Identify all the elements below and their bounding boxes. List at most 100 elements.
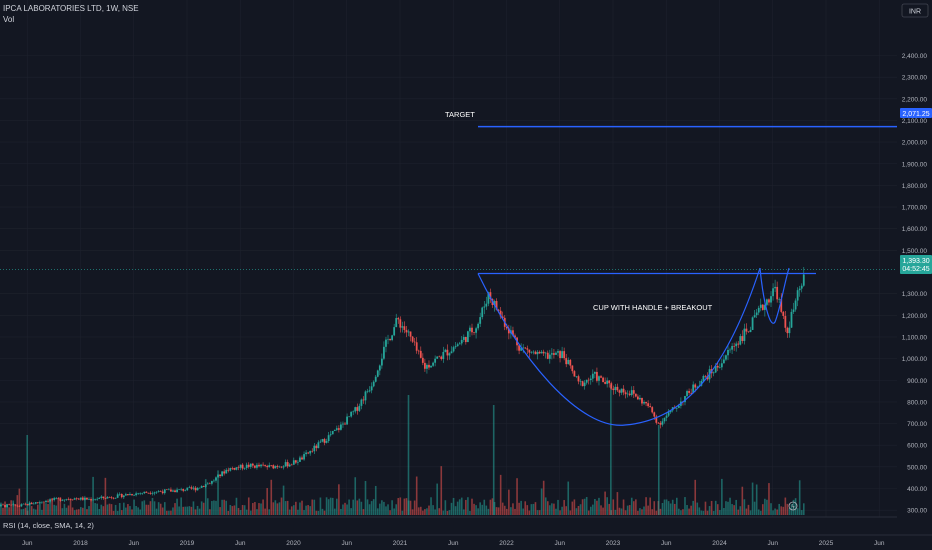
volume-bar bbox=[184, 506, 187, 515]
volume-bar bbox=[757, 509, 760, 515]
candle-body bbox=[712, 372, 715, 374]
candle-body bbox=[311, 450, 314, 452]
volume-bar bbox=[698, 507, 701, 515]
candle-body bbox=[440, 356, 443, 360]
candle-body bbox=[444, 349, 447, 352]
candle-body bbox=[151, 493, 154, 494]
symbol-title[interactable]: IPCA LABORATORIES LTD, 1W, NSE bbox=[3, 4, 139, 13]
currency-button[interactable] bbox=[901, 3, 929, 18]
candle-body bbox=[677, 405, 680, 408]
volume-bar bbox=[573, 499, 576, 515]
volume-bar bbox=[116, 510, 119, 515]
candle-body bbox=[327, 435, 330, 441]
volume-bar bbox=[202, 502, 205, 515]
volume-bar bbox=[170, 510, 172, 515]
candle-body bbox=[419, 350, 422, 358]
candle-body bbox=[172, 490, 174, 492]
candle-body bbox=[223, 471, 226, 474]
volume-bar bbox=[24, 507, 27, 515]
volume-bar bbox=[608, 503, 611, 515]
volume-bar bbox=[620, 508, 623, 515]
candle-body bbox=[307, 452, 310, 454]
candle-body bbox=[774, 286, 777, 289]
volume-bar bbox=[92, 476, 94, 515]
volume-bar bbox=[458, 499, 461, 515]
volume-bar bbox=[800, 510, 803, 515]
volume-bar bbox=[84, 497, 86, 515]
volume-bar bbox=[743, 499, 746, 515]
candle-body bbox=[182, 488, 185, 491]
volume-bar bbox=[151, 497, 154, 515]
volume-bar bbox=[86, 509, 88, 515]
candle-body bbox=[505, 326, 508, 329]
volume-bar bbox=[198, 508, 201, 515]
volume-bar bbox=[419, 506, 422, 515]
candle-body bbox=[247, 464, 250, 467]
candle-body bbox=[28, 502, 31, 506]
volume-bar bbox=[67, 505, 70, 515]
candle-body bbox=[174, 490, 176, 493]
candle-body bbox=[366, 391, 369, 392]
candle-body bbox=[800, 285, 803, 289]
candle-body bbox=[231, 468, 234, 469]
volume-bar bbox=[506, 508, 508, 515]
candle-body bbox=[24, 503, 27, 505]
flash-icon[interactable] bbox=[788, 501, 798, 511]
price-tick: 2,400.00 bbox=[902, 53, 928, 60]
candle-body bbox=[225, 469, 228, 474]
countdown-text: 04:52:45 bbox=[902, 266, 929, 273]
volume-bar bbox=[387, 504, 389, 515]
volume-bar bbox=[663, 499, 666, 515]
volume-bar bbox=[409, 500, 412, 515]
price-tick: 500.00 bbox=[907, 464, 927, 471]
volume-bar bbox=[555, 508, 557, 515]
candle-body bbox=[632, 390, 635, 394]
volume-bar bbox=[196, 505, 199, 515]
candle-body bbox=[241, 464, 244, 469]
time-tick: 2024 bbox=[712, 540, 727, 547]
volume-bar bbox=[338, 484, 340, 515]
volume-bar bbox=[792, 499, 795, 515]
time-tick: 2021 bbox=[393, 540, 408, 547]
volume-bar bbox=[401, 510, 404, 515]
candle-body bbox=[741, 336, 744, 341]
volume-bar bbox=[342, 504, 344, 515]
candle-body bbox=[4, 505, 6, 508]
candle-body bbox=[45, 500, 47, 502]
candle-body bbox=[155, 491, 158, 493]
price-axis[interactable]: 2,400.00 2,300.00 2,200.00 2,100.00 2,000.00… bbox=[902, 53, 928, 515]
candle-body bbox=[598, 376, 600, 381]
volume-bar bbox=[241, 504, 244, 515]
candle-body bbox=[763, 304, 766, 310]
chart-grid bbox=[0, 0, 897, 517]
volume-bar bbox=[315, 510, 318, 515]
volume-bar bbox=[104, 477, 107, 515]
volume-bar bbox=[172, 507, 174, 515]
time-axis[interactable]: Jun 2018 Jun 2019 Jun 2020 Jun 2021 Jun 2022 Jun 20… bbox=[22, 540, 885, 547]
candle-body bbox=[141, 493, 144, 494]
candle-body bbox=[649, 406, 652, 408]
volume-bar bbox=[444, 500, 447, 515]
candle-body bbox=[544, 352, 547, 354]
candle-body bbox=[337, 428, 340, 430]
volume-bar bbox=[688, 508, 690, 515]
volume-bar bbox=[700, 510, 703, 515]
candle-body bbox=[759, 304, 762, 308]
volume-bar bbox=[239, 510, 242, 515]
volume-bar bbox=[528, 510, 531, 515]
volume-bar bbox=[616, 492, 619, 515]
volume-bar bbox=[585, 497, 588, 515]
candle-body bbox=[196, 487, 199, 491]
candle-body bbox=[393, 327, 396, 336]
volume-bar bbox=[65, 507, 68, 515]
volume-bar bbox=[225, 500, 228, 515]
candle-body bbox=[362, 399, 365, 401]
volume-bar bbox=[471, 498, 473, 515]
candle-body bbox=[342, 423, 344, 425]
candle-body bbox=[665, 415, 668, 418]
candle-body bbox=[727, 349, 729, 356]
currency-button-label[interactable]: INR bbox=[909, 9, 921, 16]
candle-body bbox=[768, 299, 770, 303]
volume-bar bbox=[546, 501, 549, 515]
